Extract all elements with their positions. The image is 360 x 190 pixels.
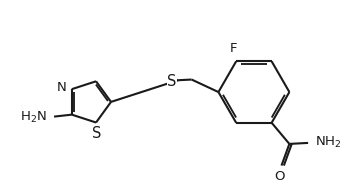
Text: S: S	[93, 127, 102, 142]
Text: NH$_2$: NH$_2$	[315, 135, 341, 150]
Text: S: S	[167, 74, 177, 89]
Text: H$_2$N: H$_2$N	[20, 110, 47, 125]
Text: F: F	[229, 42, 237, 55]
Text: O: O	[274, 169, 285, 183]
Text: N: N	[57, 81, 67, 94]
